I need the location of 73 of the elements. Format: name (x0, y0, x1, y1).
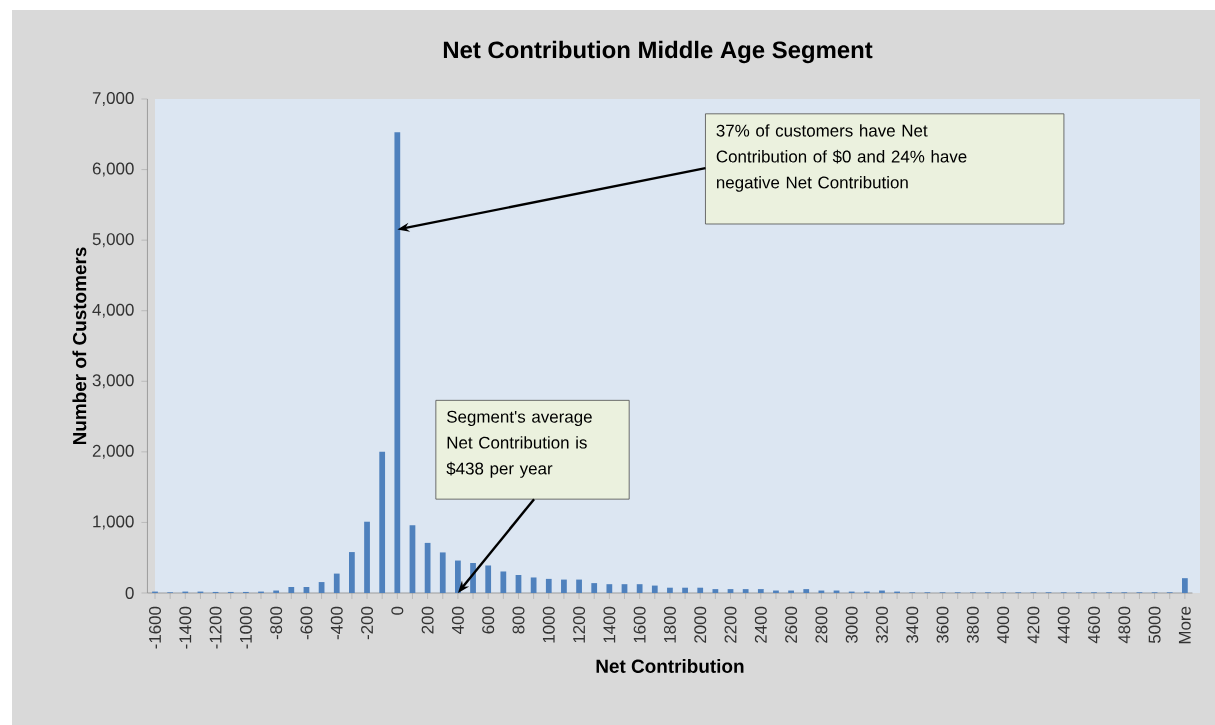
bar (485, 565, 492, 593)
x-tick-label: 3000 (845, 606, 858, 644)
x-tick-label: 200 (421, 606, 434, 634)
bar (288, 587, 295, 593)
bar (742, 589, 749, 593)
y-tick-label: 6,000 (92, 162, 134, 177)
bar (500, 571, 507, 593)
x-tick-label: 2600 (785, 606, 798, 643)
y-tick-label: 3,000 (92, 374, 134, 389)
bar (636, 584, 643, 593)
bar (545, 578, 552, 593)
x-tick-label: -1200 (209, 606, 222, 649)
x-tick-label: -1400 (179, 606, 192, 649)
bar (561, 579, 567, 593)
x-tick-label: 5000 (1148, 606, 1161, 644)
x-tick-label: 1800 (663, 606, 676, 643)
bar (682, 587, 688, 593)
x-axis-title: Net Contribution (596, 659, 744, 673)
bar (439, 552, 446, 593)
bar (591, 583, 598, 593)
x-tick-label: -600 (300, 606, 313, 640)
x-tick-label: -400 (330, 606, 343, 640)
x-tick-label: -800 (270, 606, 283, 640)
bar (667, 587, 673, 593)
y-tick-label: 4,000 (92, 303, 134, 318)
x-tick-label: 3800 (966, 606, 979, 644)
x-tick-label: 1200 (573, 606, 586, 643)
bar (530, 577, 537, 593)
bar (712, 589, 719, 593)
x-tick-label: 3400 (906, 606, 919, 644)
x-tick-label: 4200 (1027, 606, 1040, 644)
x-tick-label: 400 (451, 606, 464, 634)
x-tick-label: 1000 (542, 606, 555, 643)
x-tick-label: 2200 (724, 606, 737, 643)
x-tick-label: 4400 (1057, 606, 1070, 644)
bar (333, 573, 340, 593)
x-tick-label: More (1178, 606, 1191, 644)
x-tick-label: 2000 (694, 606, 707, 643)
bar (757, 589, 764, 593)
x-tick-label: -200 (361, 606, 374, 640)
x-tick-label: 1400 (603, 606, 616, 643)
bar (697, 587, 704, 593)
x-tick-label: -1600 (149, 606, 161, 649)
y-tick-label: 1,000 (93, 515, 134, 530)
y-tick-label: 2,000 (92, 444, 134, 459)
bar (606, 584, 613, 593)
bar (349, 552, 355, 593)
bar (576, 579, 582, 593)
x-tick-label: 0 (391, 606, 404, 615)
x-tick-label: 4000 (997, 606, 1010, 644)
bar (803, 589, 810, 593)
x-tick-label: 1600 (633, 606, 646, 643)
y-tick-label: 0 (125, 587, 134, 599)
y-axis-title: Number of Customers (72, 247, 87, 445)
x-tick-label: 4800 (1118, 606, 1131, 644)
annotation: 37% of customers have Net Contribution of $0 and 24% have negative Net Contribution (716, 124, 967, 192)
y-tick-label: 7,000 (92, 92, 134, 106)
y-tick-label: 5,000 (92, 233, 134, 248)
chart-title: Net Contribution Middle Age Segment (443, 40, 873, 64)
bar (651, 585, 658, 593)
annotation: Segment's average Net Contribution is $438 per year (446, 410, 592, 478)
x-tick-label: 2400 (754, 606, 767, 643)
x-tick-label: 3600 (936, 606, 949, 644)
x-tick-label: 3200 (875, 606, 888, 644)
bar (364, 521, 370, 593)
x-tick-label: 800 (512, 606, 525, 634)
x-tick-label: 4600 (1088, 606, 1100, 644)
x-tick-label: 2800 (815, 606, 828, 643)
x-tick-label: -1000 (239, 606, 252, 649)
bar (1181, 578, 1188, 593)
x-tick-label: 600 (482, 606, 495, 634)
bar (727, 589, 734, 593)
bar (379, 451, 386, 593)
